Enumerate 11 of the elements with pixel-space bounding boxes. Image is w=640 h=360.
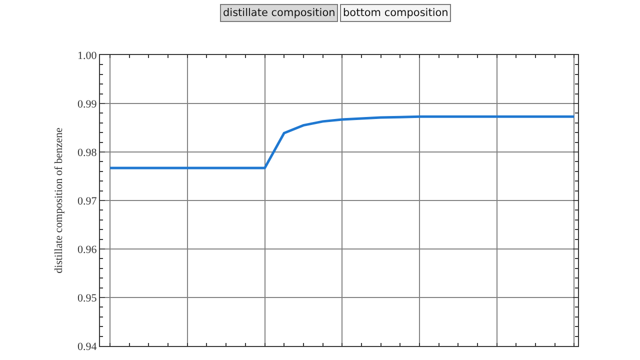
y-tick-label: 0.94	[78, 340, 98, 353]
line-series	[108, 115, 576, 170]
y-tick-label: 0.98	[78, 146, 98, 159]
y-tick-label: 1.00	[78, 50, 98, 62]
y-tick-label: 0.97	[78, 195, 98, 208]
y-tick-label: 0.99	[78, 98, 98, 110]
y-axis-title: distillate composition of benzene	[53, 128, 66, 274]
y-tick-label: 0.95	[78, 292, 98, 304]
text: bottom composition	[343, 7, 448, 19]
text: distillate composition	[223, 7, 336, 19]
y-tick-label: 0.96	[78, 244, 98, 256]
